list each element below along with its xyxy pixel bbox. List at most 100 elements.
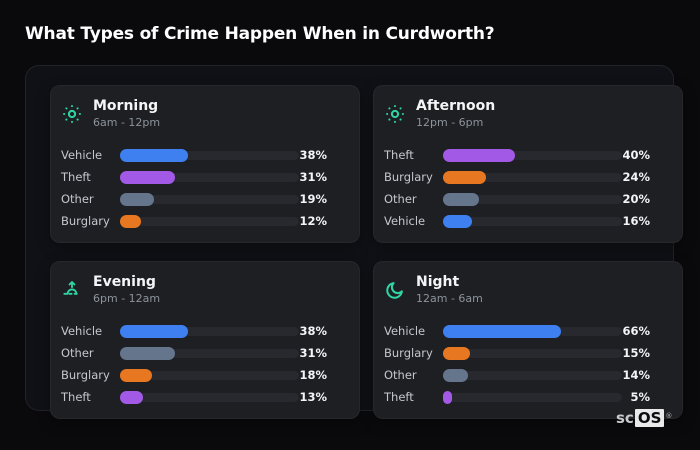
bar-fill — [443, 170, 486, 184]
crime-percentage: 16% — [622, 214, 650, 228]
bar-fill — [443, 214, 472, 228]
crime-percentage: 13% — [299, 390, 327, 404]
bar-track — [120, 390, 299, 404]
crime-bar-row: Other 19% — [51, 188, 359, 210]
bar-fill — [120, 148, 189, 162]
panel-time-range: 6pm - 12am — [93, 292, 161, 305]
bar-fill — [120, 390, 144, 404]
crime-percentage: 19% — [299, 192, 327, 206]
bar-rows: Vehicle 38% Other 31% Burglary 18% Theft… — [51, 320, 359, 408]
crime-percentage: 38% — [299, 324, 327, 338]
moon-icon — [384, 279, 406, 301]
crime-category-label: Theft — [61, 170, 91, 184]
crime-category-label: Burglary — [384, 170, 433, 184]
crime-percentage: 38% — [299, 148, 327, 162]
crime-bar-row: Other 14% — [374, 364, 682, 386]
crime-bar-row: Vehicle 38% — [51, 320, 359, 342]
crime-category-label: Theft — [384, 390, 414, 404]
scos-logo: sc OS ® — [616, 409, 672, 427]
panel-time-range: 6am - 12pm — [93, 116, 161, 129]
bar-fill — [120, 324, 189, 338]
crime-bar-row: Theft 5% — [374, 386, 682, 408]
bar-rows: Theft 40% Burglary 24% Other 20% Vehicle… — [374, 144, 682, 232]
crime-category-label: Vehicle — [384, 214, 426, 228]
bar-track — [443, 324, 622, 338]
bar-track — [443, 390, 622, 404]
bar-track — [120, 214, 299, 228]
crime-bar-row: Burglary 15% — [374, 342, 682, 364]
crime-bar-row: Vehicle 38% — [51, 144, 359, 166]
crime-category-label: Other — [61, 346, 94, 360]
bar-track — [120, 192, 299, 206]
bar-track — [443, 148, 622, 162]
panel-header-text: Afternoon 12pm - 6pm — [416, 98, 495, 129]
bar-track — [443, 346, 622, 360]
bar-fill — [120, 346, 176, 360]
panel-header-text: Evening 6pm - 12am — [93, 274, 160, 305]
crime-category-label: Theft — [384, 148, 414, 162]
registered-mark-icon: ® — [665, 412, 673, 420]
bar-fill — [443, 368, 469, 382]
bar-track — [443, 170, 622, 184]
panel-header: Evening 6pm - 12am — [51, 262, 359, 305]
bar-fill — [443, 148, 515, 162]
bar-track — [443, 214, 622, 228]
crime-category-label: Other — [384, 192, 417, 206]
bar-track — [120, 148, 299, 162]
time-period-panel: Night 12am - 6am Vehicle 66% Burglary 15… — [373, 261, 683, 419]
panel-header: Afternoon 12pm - 6pm — [374, 86, 682, 129]
logo-prefix: sc — [616, 409, 634, 427]
panel-title: Evening — [93, 274, 156, 290]
crime-percentage: 20% — [622, 192, 650, 206]
bar-track — [120, 324, 299, 338]
bar-track — [120, 346, 299, 360]
crime-bar-row: Theft 40% — [374, 144, 682, 166]
crime-bar-row: Other 20% — [374, 188, 682, 210]
crime-percentage: 15% — [622, 346, 650, 360]
panel-time-range: 12pm - 6pm — [416, 116, 484, 129]
bar-fill — [120, 214, 142, 228]
bar-track — [443, 368, 622, 382]
crime-percentage: 5% — [630, 390, 650, 404]
bar-fill — [120, 368, 153, 382]
crime-category-label: Vehicle — [61, 148, 103, 162]
crime-bar-row: Burglary 18% — [51, 364, 359, 386]
crime-category-label: Other — [61, 192, 94, 206]
logo-suffix: OS — [634, 409, 665, 427]
crime-bar-row: Theft 13% — [51, 386, 359, 408]
crime-percentage: 14% — [622, 368, 650, 382]
sun-icon — [384, 103, 406, 125]
crime-percentage: 18% — [299, 368, 327, 382]
bar-fill — [120, 170, 176, 184]
crime-category-label: Theft — [61, 390, 91, 404]
crime-category-label: Burglary — [61, 214, 110, 228]
panel-time-range: 12am - 6am — [416, 292, 483, 305]
time-period-panel: Evening 6pm - 12am Vehicle 38% Other 31%… — [50, 261, 360, 419]
crime-percentage: 12% — [299, 214, 327, 228]
panel-header-text: Night 12am - 6am — [416, 274, 483, 305]
time-period-panel: Afternoon 12pm - 6pm Theft 40% Burglary … — [373, 85, 683, 243]
time-period-panel: Morning 6am - 12pm Vehicle 38% Theft 31%… — [50, 85, 360, 243]
sun-icon — [61, 103, 83, 125]
bar-fill — [443, 346, 470, 360]
bar-fill — [120, 192, 154, 206]
crime-bar-row: Burglary 12% — [51, 210, 359, 232]
panel-title: Afternoon — [416, 98, 496, 114]
bar-track — [120, 170, 299, 184]
crime-category-label: Other — [384, 368, 417, 382]
crime-category-label: Vehicle — [384, 324, 426, 338]
bar-fill — [443, 324, 562, 338]
page-title: What Types of Crime Happen When in Curdw… — [25, 24, 495, 44]
crime-bar-row: Theft 31% — [51, 166, 359, 188]
panel-title: Morning — [93, 98, 159, 114]
panel-header-text: Morning 6am - 12pm — [93, 98, 160, 129]
crime-percentage: 40% — [622, 148, 650, 162]
panel-header: Night 12am - 6am — [374, 262, 682, 305]
crime-percentage: 24% — [622, 170, 650, 184]
crime-category-label: Vehicle — [61, 324, 103, 338]
crime-percentage: 31% — [299, 170, 327, 184]
bar-rows: Vehicle 66% Burglary 15% Other 14% Theft… — [374, 320, 682, 408]
panel-header: Morning 6am - 12pm — [51, 86, 359, 129]
crime-category-label: Burglary — [384, 346, 433, 360]
crime-bar-row: Vehicle 66% — [374, 320, 682, 342]
